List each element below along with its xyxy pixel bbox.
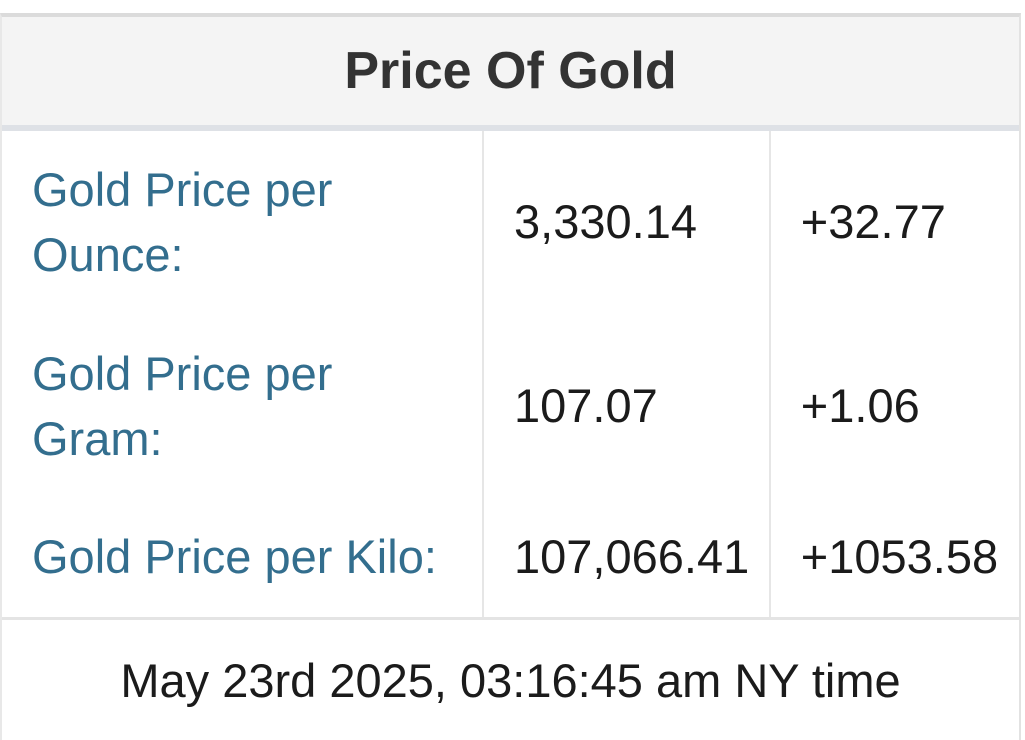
price-table: Gold Price per Ounce: 3,330.14 +32.77 Go… <box>2 131 1019 618</box>
price-change-gram: +1.06 <box>768 314 1019 499</box>
row-label-ounce: Gold Price per Ounce: <box>32 163 333 281</box>
table-title: Price Of Gold <box>2 17 1019 131</box>
price-value-kilo: 107,066.41 <box>482 498 769 618</box>
price-value-ounce: 3,330.14 <box>482 131 769 315</box>
price-value-gram: 107.07 <box>482 314 769 499</box>
row-label-gram: Gold Price per Gram: <box>32 346 333 465</box>
row-label-kilo: Gold Price per Kilo: <box>32 530 437 584</box>
timestamp: May 23rd 2025, 03:16:45 am NY time <box>2 617 1019 740</box>
price-change-kilo: +1053.58 <box>768 498 1019 618</box>
gold-price-widget: Price Of Gold Gold Price per Ounce: 3,33… <box>0 13 1021 740</box>
price-change-ounce: +32.77 <box>768 131 1019 315</box>
